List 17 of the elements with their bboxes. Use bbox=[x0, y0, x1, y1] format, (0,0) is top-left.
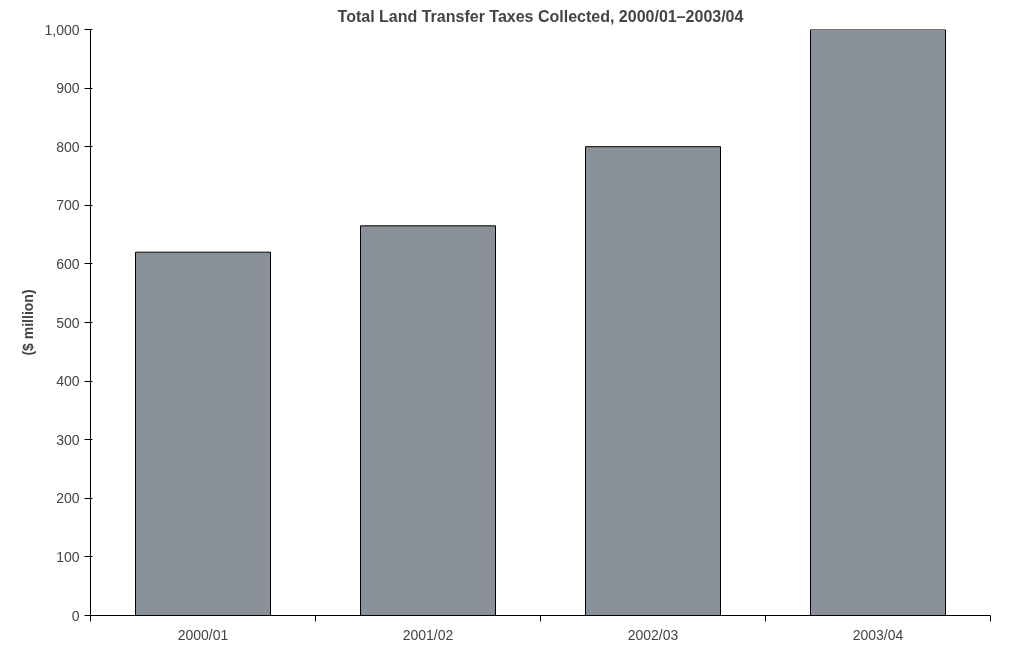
x-tick-label: 2000/01 bbox=[177, 626, 229, 643]
x-tick-label: 2003/04 bbox=[852, 626, 904, 643]
y-tick-label: 400 bbox=[56, 373, 80, 390]
y-tick-label: 200 bbox=[56, 490, 80, 507]
y-tick-label: 500 bbox=[56, 314, 80, 331]
y-tick-label: 100 bbox=[56, 548, 80, 565]
y-tick-label: 1,000 bbox=[44, 21, 80, 38]
y-tick-label: 800 bbox=[56, 138, 80, 155]
y-tick-label: 700 bbox=[56, 197, 80, 214]
x-tick-label: 2001/02 bbox=[402, 626, 454, 643]
y-axis-title: ($ million) bbox=[20, 289, 37, 356]
chart-title: Total Land Transfer Taxes Collected, 2000/01–2003/04 bbox=[337, 7, 744, 25]
y-tick-label: 900 bbox=[56, 80, 80, 97]
y-tick-label: 600 bbox=[56, 255, 80, 272]
x-tick-label: 2002/03 bbox=[627, 626, 679, 643]
y-tick-label: 0 bbox=[71, 607, 80, 624]
y-tick-label: 300 bbox=[56, 431, 80, 448]
